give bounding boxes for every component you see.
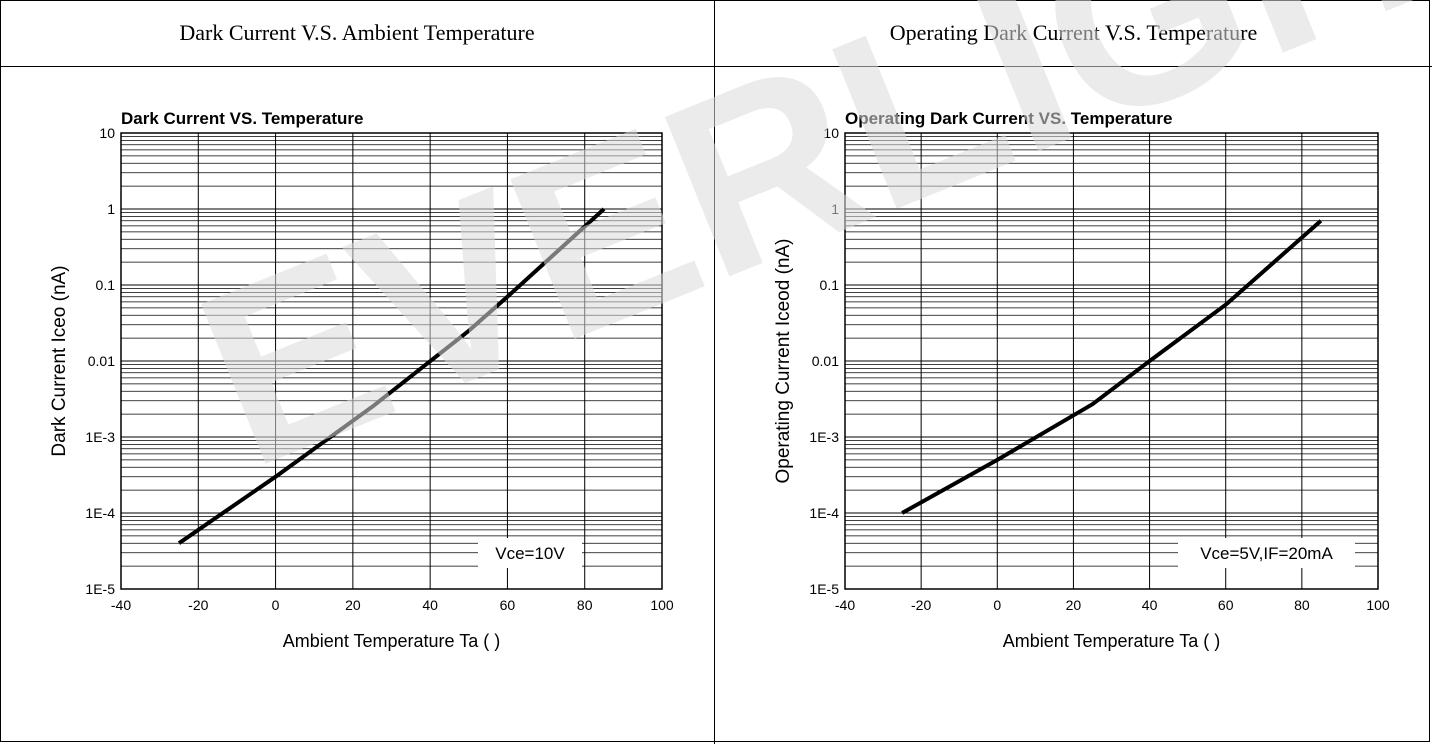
left-y-tick-label: 1E-5 bbox=[85, 581, 115, 597]
right-x-tick-label: -20 bbox=[911, 597, 931, 613]
right-x-tick-label: 100 bbox=[1366, 597, 1390, 613]
left-y-tick-label: 1 bbox=[107, 201, 115, 217]
left-y-tick-label: 1E-4 bbox=[85, 505, 115, 521]
left-x-tick-label: 40 bbox=[422, 597, 438, 613]
left-y-tick-label: 1E-3 bbox=[85, 429, 115, 445]
right-x-tick-label: 40 bbox=[1142, 597, 1158, 613]
right-chart-title: Operating Dark Current VS. Temperature bbox=[845, 109, 1173, 128]
left-x-tick-label: -20 bbox=[188, 597, 208, 613]
right-y-axis-label: Operating Current Iceod (nA) bbox=[773, 238, 794, 483]
right-annotation-box bbox=[1178, 538, 1355, 568]
right-data-line bbox=[901, 219, 1323, 515]
right-y-tick-label: 1E-5 bbox=[809, 581, 839, 597]
left-panel-header: Dark Current V.S. Ambient Temperature bbox=[179, 20, 535, 45]
left-x-tick-label: -40 bbox=[111, 597, 131, 613]
right-y-tick-label: 1E-4 bbox=[809, 505, 839, 521]
left-annotation-label: Vce=10V bbox=[495, 544, 565, 563]
left-annotation-box bbox=[478, 538, 582, 568]
right-annotation-label: Vce=5V,IF=20mA bbox=[1200, 544, 1333, 563]
right-x-axis-label: Ambient Temperature Ta ( ) bbox=[1003, 631, 1220, 651]
right-x-tick-label: 80 bbox=[1294, 597, 1310, 613]
watermark-logo: EVERLIGHT bbox=[165, 0, 1432, 519]
right-y-tick-label: 10 bbox=[823, 125, 839, 141]
left-y-tick-label: 0.01 bbox=[88, 353, 115, 369]
right-y-tick-label: 0.1 bbox=[820, 277, 840, 293]
right-x-tick-label: 20 bbox=[1066, 597, 1082, 613]
left-x-tick-label: 80 bbox=[577, 597, 593, 613]
right-x-tick-label: 0 bbox=[993, 597, 1001, 613]
right-y-tick-label: 0.01 bbox=[812, 353, 839, 369]
right-x-tick-label: -40 bbox=[835, 597, 855, 613]
left-y-tick-label: 0.1 bbox=[96, 277, 116, 293]
left-y-tick-label: 10 bbox=[99, 125, 115, 141]
right-plot-border bbox=[844, 132, 1379, 590]
right-x-tick-label: 60 bbox=[1218, 597, 1234, 613]
right-panel-header: Operating Dark Current V.S. Temperature bbox=[889, 20, 1258, 45]
right-y-tick-label: 1 bbox=[831, 201, 839, 217]
left-x-tick-label: 60 bbox=[500, 597, 516, 613]
left-x-tick-label: 0 bbox=[272, 597, 280, 613]
left-x-axis-label: Ambient Temperature Ta ( ) bbox=[283, 631, 500, 651]
left-x-tick-label: 20 bbox=[345, 597, 361, 613]
left-plot-border bbox=[120, 132, 663, 590]
header-rule bbox=[0, 66, 1432, 67]
left-data-line bbox=[177, 207, 606, 545]
left-y-axis-label: Dark Current Iceo (nA) bbox=[49, 265, 70, 456]
panel-divider bbox=[714, 0, 715, 744]
left-x-tick-label: 100 bbox=[650, 597, 674, 613]
left-chart-title: Dark Current VS. Temperature bbox=[121, 109, 363, 128]
right-y-tick-label: 1E-3 bbox=[809, 429, 839, 445]
